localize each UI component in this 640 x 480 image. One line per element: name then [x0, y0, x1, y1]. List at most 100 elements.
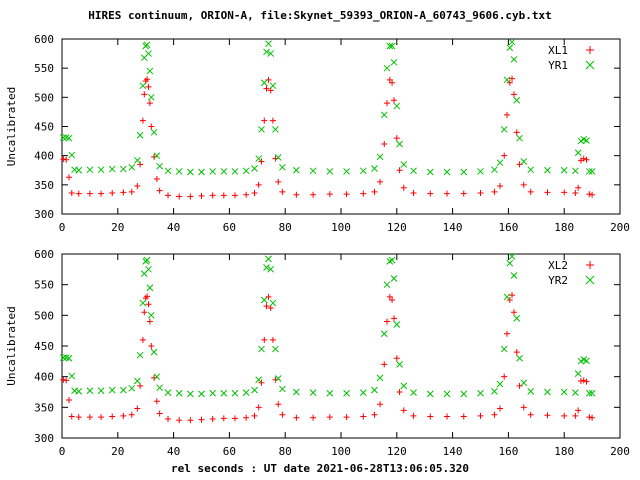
x-tick-label: 0: [59, 221, 66, 234]
y-tick-label: 550: [34, 279, 54, 292]
data-point: [242, 167, 250, 175]
data-point: [148, 343, 155, 349]
data-point: [396, 167, 403, 174]
data-point: [186, 168, 194, 176]
data-point: [575, 184, 582, 191]
data-point: [390, 58, 398, 66]
data-point: [343, 414, 350, 421]
data-point: [427, 413, 434, 420]
x-tick-label: 140: [443, 221, 463, 234]
data-point: [580, 377, 587, 384]
data-point: [141, 309, 148, 316]
x-tick-label: 180: [554, 445, 574, 458]
data-point: [209, 389, 217, 397]
data-point: [504, 330, 511, 337]
data-point: [491, 411, 498, 418]
data-point: [516, 382, 523, 389]
data-point: [136, 351, 144, 359]
data-point: [377, 178, 384, 185]
data-point: [359, 167, 367, 175]
data-point: [109, 190, 116, 196]
data-point: [260, 296, 268, 304]
data-point: [444, 413, 451, 420]
data-point: [150, 348, 158, 356]
data-point: [144, 293, 151, 300]
data-point: [384, 318, 391, 325]
data-point: [65, 134, 73, 142]
data-point: [265, 76, 272, 83]
data-point: [376, 153, 384, 161]
data-point: [146, 284, 154, 292]
data-point: [389, 297, 396, 303]
data-point: [544, 189, 551, 196]
data-point: [150, 128, 158, 136]
legend-marker: [586, 46, 594, 54]
data-point: [251, 165, 258, 172]
data-point: [309, 389, 317, 396]
data-point: [128, 163, 136, 171]
data-point: [75, 414, 82, 421]
data-point: [520, 379, 528, 387]
data-point: [443, 390, 451, 398]
data-point: [156, 384, 164, 392]
data-point: [496, 380, 504, 388]
data-point: [583, 137, 590, 144]
x-tick-label: 80: [279, 221, 292, 234]
data-point: [544, 388, 551, 396]
data-point: [388, 42, 396, 50]
data-point: [279, 411, 286, 418]
data-point: [209, 415, 216, 422]
data-point: [258, 345, 265, 353]
data-point: [513, 349, 520, 356]
data-point: [376, 374, 384, 382]
data-point: [410, 190, 417, 196]
x-tick-label: 20: [111, 221, 124, 234]
data-point: [585, 389, 593, 397]
data-point: [380, 330, 388, 338]
data-point: [75, 388, 83, 395]
data-point: [491, 388, 498, 395]
plot-panel-1: 300 350 400 450 500 550 600 0 20 40 60 80 100 120 140 1…: [5, 33, 630, 234]
data-point: [128, 188, 135, 195]
data-point: [560, 388, 568, 396]
data-point: [86, 190, 93, 197]
data-point: [75, 190, 82, 197]
x-tick-label: 160: [498, 445, 518, 458]
plot-frame: [61, 38, 621, 215]
data-point: [86, 414, 93, 421]
data-point: [544, 412, 551, 419]
data-point: [393, 135, 400, 142]
data-point: [574, 149, 582, 157]
data-point: [561, 412, 568, 419]
data-point: [133, 156, 141, 164]
data-point: [164, 389, 172, 396]
data-point: [390, 275, 398, 282]
data-point: [175, 168, 183, 175]
x-tick-label: 100: [331, 221, 351, 234]
data-point: [133, 377, 141, 385]
data-point: [410, 389, 417, 396]
data-point: [265, 293, 272, 300]
data-point: [63, 156, 70, 163]
data-point: [426, 168, 434, 176]
data-point: [267, 265, 275, 273]
data-point: [198, 168, 205, 176]
data-point: [60, 156, 67, 163]
data-point: [326, 168, 334, 175]
data-point: [275, 178, 282, 185]
data-point: [148, 123, 155, 130]
data-point: [310, 414, 317, 421]
x-tick-label: 40: [167, 221, 180, 234]
data-point: [293, 166, 300, 174]
data-point: [269, 117, 276, 124]
data-point: [231, 389, 239, 397]
data-point: [509, 75, 516, 82]
data-point: [326, 414, 333, 421]
data-point: [187, 193, 194, 200]
data-point: [491, 166, 498, 174]
data-point: [510, 56, 518, 63]
x-tick-label: 80: [279, 445, 292, 458]
data-point: [583, 378, 590, 385]
data-point: [460, 413, 467, 420]
data-point: [261, 117, 268, 124]
